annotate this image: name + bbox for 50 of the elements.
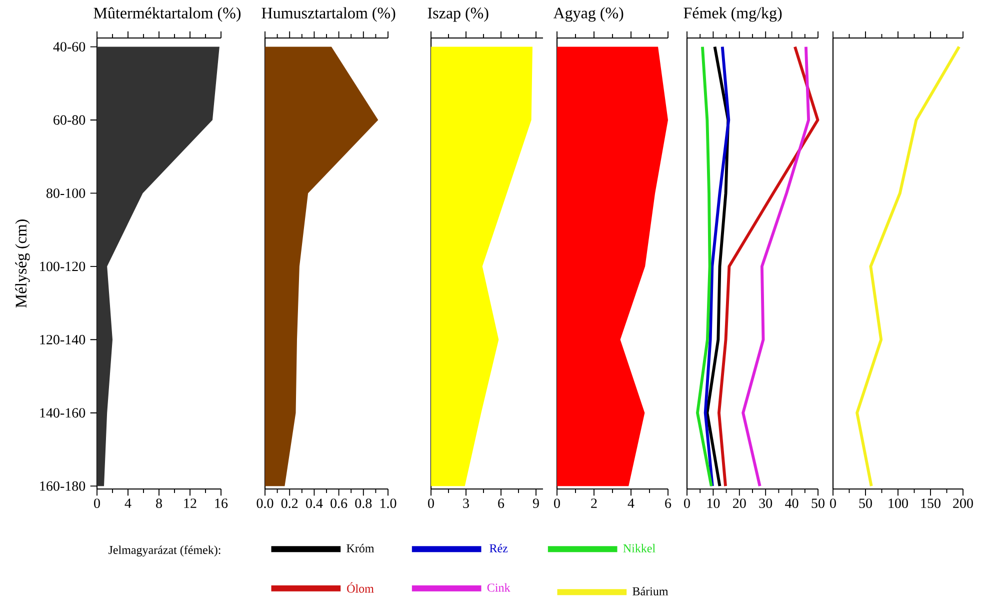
x-tick-label: 0.2 bbox=[281, 498, 298, 508]
chart-title: Fémek (mg/kg) bbox=[684, 7, 782, 22]
x-tick-label: 6 bbox=[665, 498, 672, 508]
x-tick-label: 0 bbox=[94, 498, 100, 508]
x-tick-label: 200 bbox=[953, 498, 973, 508]
x-tick-label: 12 bbox=[184, 498, 196, 508]
x-tick-label: 0 bbox=[554, 498, 560, 508]
x-tick-label: 150 bbox=[921, 498, 940, 508]
x-tick-label: 50 bbox=[812, 498, 824, 508]
y-tick-label: 160-180 bbox=[40, 481, 86, 491]
x-tick-label: 8 bbox=[156, 498, 162, 508]
text: Bárium bbox=[632, 586, 668, 596]
y-tick-label: 60-80 bbox=[54, 115, 86, 125]
x-tick-label: 0 bbox=[684, 498, 690, 508]
y-tick-label: 40-60 bbox=[53, 42, 86, 52]
y-tick-label: 140-160 bbox=[40, 408, 86, 418]
chart-title: Agyag (%) bbox=[553, 7, 624, 22]
chart-title: Mûterméktartalom (%) bbox=[94, 7, 241, 22]
x-tick-label: 30 bbox=[759, 498, 772, 508]
x-tick-label: 10 bbox=[707, 498, 720, 508]
x-tick-label: 0.4 bbox=[306, 498, 323, 508]
text: Réz bbox=[490, 544, 508, 552]
y-tick-label: 120-140 bbox=[40, 334, 86, 344]
x-tick-label: 20 bbox=[733, 498, 746, 508]
y-tick-label: 100-120 bbox=[40, 262, 86, 272]
x-tick-label: 2 bbox=[591, 498, 597, 508]
x-tick-label: 4 bbox=[628, 498, 634, 508]
x-tick-label: 100 bbox=[888, 498, 908, 508]
y-axis-title: Mélység (cm) bbox=[15, 220, 30, 308]
text: Ólom bbox=[347, 582, 374, 593]
x-tick-label: 6 bbox=[498, 498, 504, 508]
y-tick-label: 80-100 bbox=[46, 188, 86, 198]
x-tick-label: 0.6 bbox=[330, 498, 348, 508]
x-tick-label: 40 bbox=[785, 498, 798, 508]
x-tick-label: 4 bbox=[124, 498, 132, 508]
x-tick-label: 16 bbox=[215, 498, 228, 508]
x-tick-label: 1.0 bbox=[380, 498, 396, 508]
x-tick-label: 0 bbox=[428, 498, 434, 508]
legend-title: Jelmagyarázat (fémek): bbox=[108, 545, 220, 557]
x-tick-label: 9 bbox=[532, 498, 539, 508]
chart-title: Humusztartalom (%) bbox=[262, 7, 396, 22]
text: Cink bbox=[487, 583, 510, 592]
text: Króm bbox=[346, 544, 374, 552]
x-tick-label: 3 bbox=[463, 498, 469, 508]
x-tick-label: 0 bbox=[830, 498, 836, 508]
x-tick-label: 0.0 bbox=[256, 498, 274, 508]
chart-title: Iszap (%) bbox=[428, 7, 488, 22]
x-tick-label: 0.8 bbox=[355, 498, 372, 508]
x-tick-label: 50 bbox=[859, 498, 872, 508]
text: Nikkel bbox=[623, 544, 656, 552]
